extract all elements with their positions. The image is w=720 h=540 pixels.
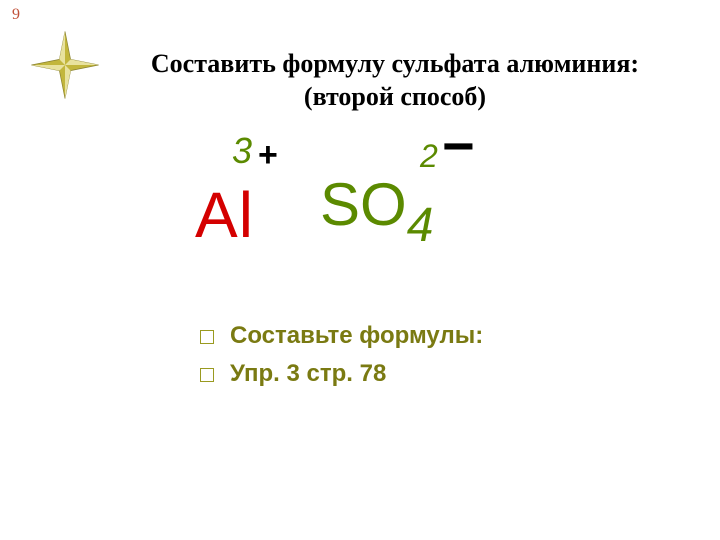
charge-number-3: 3 xyxy=(232,130,252,172)
bullet-text: Упр. 3 стр. 78 xyxy=(230,358,386,390)
element-so4: SO4 xyxy=(320,170,433,239)
page-number: 9 xyxy=(12,6,20,24)
star-icon xyxy=(30,30,100,100)
list-item: Составьте формулы: xyxy=(200,320,483,352)
bullet-icon xyxy=(200,368,214,382)
title-line-1: Составить формулу сульфата алюминия: xyxy=(100,48,690,81)
slide-title: Составить формулу сульфата алюминия: (вт… xyxy=(100,48,690,113)
list-item: Упр. 3 стр. 78 xyxy=(200,358,483,390)
element-subscript-4: 4 xyxy=(407,199,434,252)
bullet-list: Составьте формулы: Упр. 3 стр. 78 xyxy=(200,320,483,397)
charge-plus-sign: + xyxy=(258,136,278,175)
title-line-2: (второй способ) xyxy=(100,81,690,114)
charge-minus-sign: − xyxy=(442,118,475,174)
bullet-text: Составьте формулы: xyxy=(230,320,483,352)
element-al: Al xyxy=(195,178,254,252)
chemical-formula: 3 + Al 2 − SO4 xyxy=(0,120,720,300)
bullet-icon xyxy=(200,330,214,344)
element-so-text: SO xyxy=(320,171,407,238)
slide: 9 Составить формулу сульфата алюминия: (… xyxy=(0,0,720,540)
